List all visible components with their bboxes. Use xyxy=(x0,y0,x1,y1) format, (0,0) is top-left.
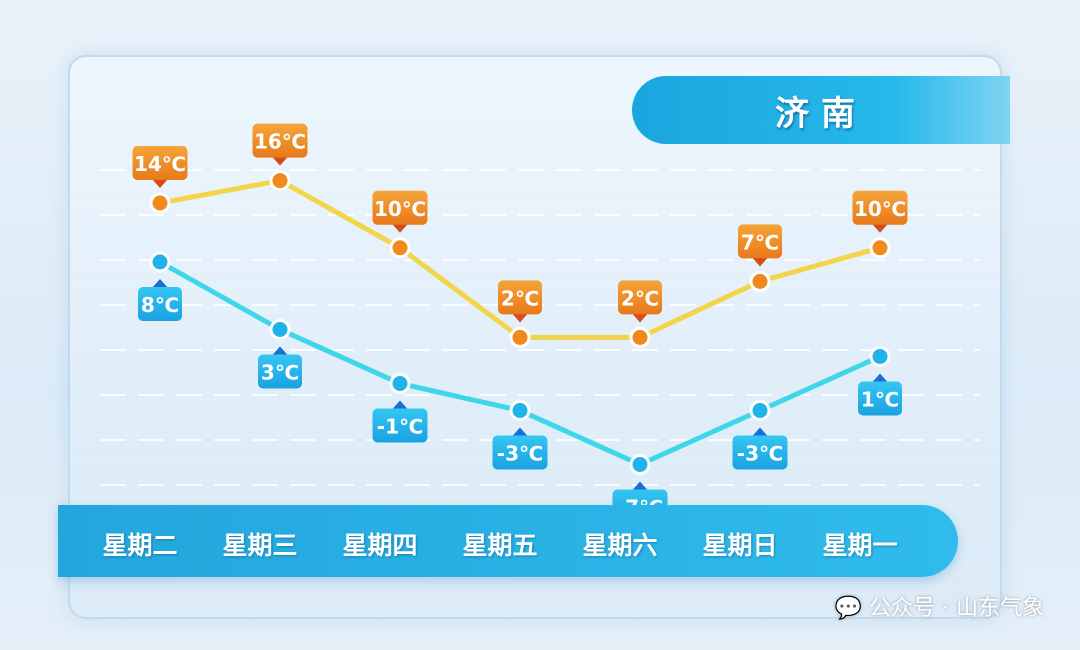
data-label-text: 1℃ xyxy=(861,388,899,412)
data-label: 16℃ xyxy=(252,123,308,166)
x-tick-label: 星期三 xyxy=(222,531,298,560)
data-label: 3℃ xyxy=(258,346,302,389)
data-label: -3℃ xyxy=(492,427,548,470)
data-point xyxy=(269,170,291,192)
data-point xyxy=(509,400,531,421)
data-point xyxy=(389,373,411,394)
x-tick-label: 星期一 xyxy=(822,531,898,560)
data-point xyxy=(269,319,291,340)
data-label-text: 7℃ xyxy=(741,230,779,254)
data-label: -1℃ xyxy=(372,400,428,443)
data-label: 7℃ xyxy=(738,224,782,267)
data-point xyxy=(149,251,171,273)
data-label: 10℃ xyxy=(372,190,428,233)
data-label: 1℃ xyxy=(858,373,902,416)
data-label: 10℃ xyxy=(852,190,908,233)
data-label-text: 8℃ xyxy=(141,293,179,317)
data-point xyxy=(749,400,771,421)
data-label: 8℃ xyxy=(138,279,182,321)
data-point xyxy=(389,237,411,259)
data-point xyxy=(869,237,891,259)
data-label: 2℃ xyxy=(498,280,542,323)
x-tick-label: 星期五 xyxy=(462,531,538,560)
data-label-text: 10℃ xyxy=(374,197,426,221)
data-label-text: -3℃ xyxy=(737,442,783,466)
watermark: 💬 公众号 · 山东气象 xyxy=(834,596,1044,621)
data-label-text: 14℃ xyxy=(134,152,186,176)
data-point xyxy=(629,326,651,348)
data-label: -3℃ xyxy=(732,427,788,470)
x-tick-label: 星期六 xyxy=(582,531,658,560)
city-title: 济南 xyxy=(632,76,1010,144)
x-tick-label: 星期日 xyxy=(702,531,778,560)
data-label-text: 2℃ xyxy=(501,286,539,310)
data-label-text: -1℃ xyxy=(377,415,423,439)
data-label: 2℃ xyxy=(618,280,662,323)
data-label-text: 3℃ xyxy=(261,361,299,385)
data-point xyxy=(629,454,651,475)
x-tick-label: 星期四 xyxy=(342,531,418,560)
data-label-text: 2℃ xyxy=(621,286,659,310)
data-label-text: -3℃ xyxy=(497,442,543,466)
data-label: 14℃ xyxy=(132,146,188,188)
wechat-icon: 💬 xyxy=(834,596,870,621)
data-point xyxy=(149,192,171,214)
data-label-text: 16℃ xyxy=(254,130,306,154)
day-bar xyxy=(58,505,958,577)
data-point xyxy=(509,326,531,348)
data-point xyxy=(869,346,891,367)
x-tick-label: 星期二 xyxy=(102,531,178,560)
data-label-text: 10℃ xyxy=(854,197,906,221)
data-point xyxy=(749,270,771,292)
